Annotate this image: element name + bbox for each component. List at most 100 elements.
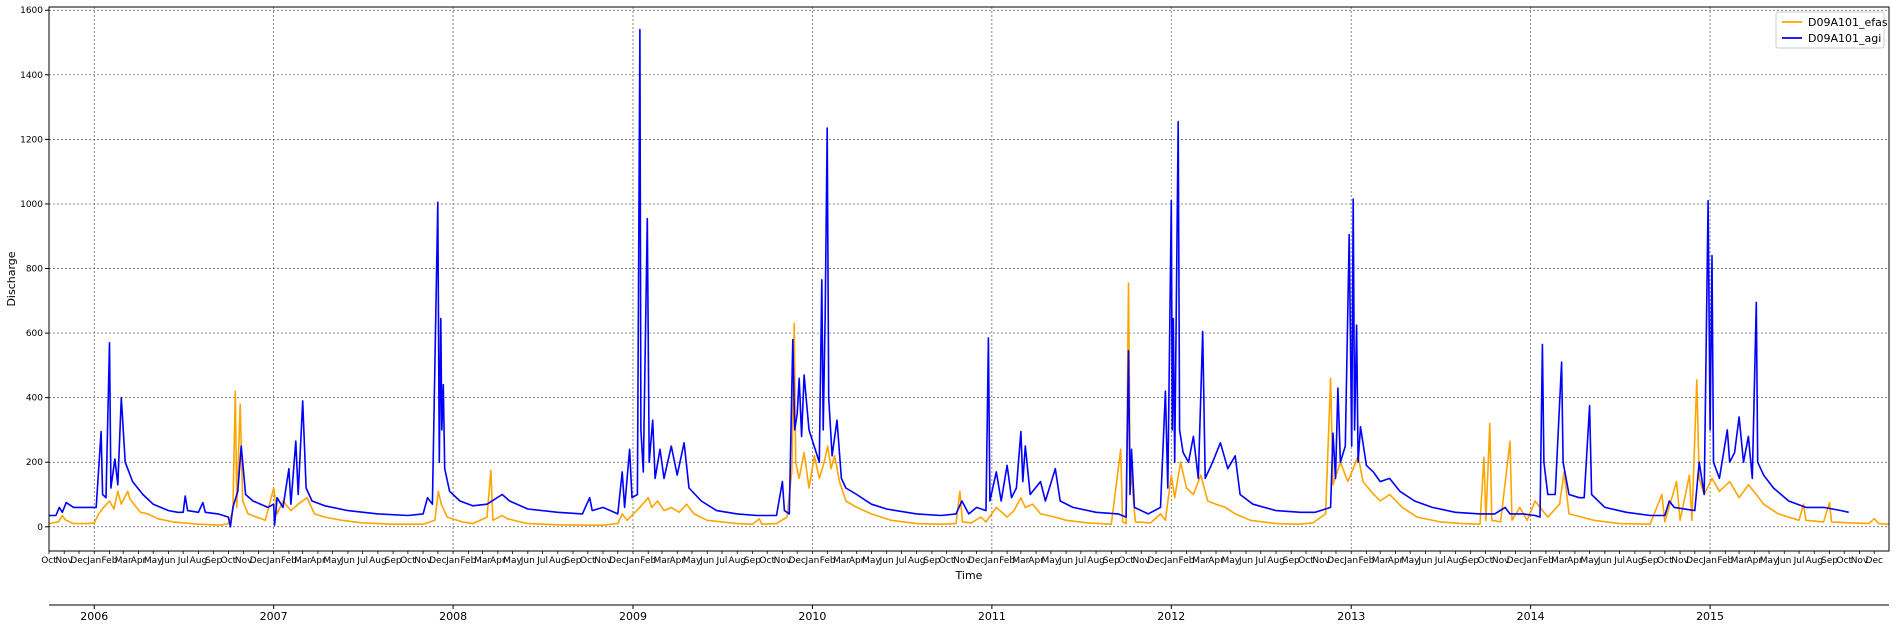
x-month-label: Sep: [1462, 556, 1479, 566]
x-month-label: Feb: [281, 556, 297, 566]
year-label: 2009: [619, 610, 647, 623]
x-month-label: Jan: [86, 556, 101, 566]
x-month-label: Jan: [1523, 556, 1538, 566]
x-month-label: Oct: [759, 556, 775, 566]
y-tick-label: 200: [26, 458, 43, 468]
x-month-label: Oct: [1657, 556, 1673, 566]
year-label: 2011: [978, 610, 1006, 623]
x-month-label: Nov: [1492, 556, 1510, 566]
x-month-label: Jun: [340, 556, 355, 566]
x-month-label: May: [1580, 556, 1599, 566]
x-month-label: Apr: [1747, 556, 1763, 566]
x-month-label: Jul: [536, 556, 548, 566]
year-label: 2013: [1337, 610, 1365, 623]
series-layer: [48, 28, 1890, 528]
x-month-label: Aug: [728, 556, 746, 566]
year-label: 2006: [80, 610, 108, 623]
x-month-label: Apr: [1567, 556, 1583, 566]
x-month-label: Nov: [235, 556, 253, 566]
y-tick-label: 0: [37, 523, 43, 533]
x-month-label: Feb: [460, 556, 476, 566]
x-month-label: Jun: [879, 556, 894, 566]
x-month-label: Sep: [1642, 556, 1659, 566]
x-month-label: Mar: [1731, 556, 1748, 566]
x-month-label: Apr: [1208, 556, 1224, 566]
x-month-label: Nov: [1312, 556, 1330, 566]
x-month-label: Dec: [1507, 556, 1524, 566]
x-month-label: Feb: [1358, 556, 1374, 566]
x-month-label: Aug: [549, 556, 567, 566]
legend: D09A101_efas D09A101_agi: [1775, 11, 1888, 49]
x-month-label: Dec: [1147, 556, 1164, 566]
x-month-label: May: [1401, 556, 1420, 566]
x-month-label: Aug: [1447, 556, 1465, 566]
x-month-label: May: [1760, 556, 1779, 566]
x-month-label: Mar: [115, 556, 132, 566]
x-month-label: Oct: [400, 556, 416, 566]
x-month-label: Oct: [939, 556, 955, 566]
y-tick-label: 600: [26, 329, 43, 339]
x-month-label: Jul: [1434, 556, 1446, 566]
x-month-label: May: [503, 556, 522, 566]
x-month-label: Jan: [445, 556, 460, 566]
plot-background: [49, 7, 1889, 551]
y-tick-label: 1400: [20, 71, 43, 81]
x-month-label: Feb: [1717, 556, 1733, 566]
x-month-label: Feb: [101, 556, 117, 566]
x-month-label: Apr: [669, 556, 685, 566]
y-axis-title: Discharge: [5, 251, 18, 306]
x-month-label: Jan: [1702, 556, 1717, 566]
x-month-label: Apr: [131, 556, 147, 566]
x-month-label: Oct: [1478, 556, 1494, 566]
x-month-label: Mar: [654, 556, 671, 566]
x-month-label: Feb: [999, 556, 1015, 566]
x-month-label: Dec: [968, 556, 985, 566]
x-month-label: Sep: [1283, 556, 1300, 566]
x-month-label: Jun: [520, 556, 535, 566]
x-month-label: May: [1221, 556, 1240, 566]
x-month-label: Apr: [1028, 556, 1044, 566]
x-axis-title: Time: [955, 569, 983, 582]
x-month-label: Mar: [1551, 556, 1568, 566]
x-month-label: Dec: [788, 556, 805, 566]
x-month-label: Jul: [895, 556, 907, 566]
x-month-label: Jun: [1238, 556, 1253, 566]
series-line-1: [48, 282, 1890, 526]
y-tick-label: 1000: [20, 200, 43, 210]
y-axis: 0 200 400 600 800 1000 1200 1400 1600: [20, 6, 49, 533]
year-label: 2015: [1696, 610, 1724, 623]
x-month-label: Jan: [804, 556, 819, 566]
x-month-label: Jul: [177, 556, 189, 566]
x-month-label: Sep: [744, 556, 761, 566]
x-month-label: Jun: [699, 556, 714, 566]
x-month-label: Apr: [1388, 556, 1404, 566]
plot-frame: [48, 6, 1890, 552]
x-month-label: Aug: [190, 556, 208, 566]
y-tick-label: 1600: [20, 6, 43, 16]
x-month-label: Dec: [1866, 556, 1883, 566]
series-line-2: [49, 28, 1849, 528]
x-month-label: Dec: [250, 556, 267, 566]
x-month-label: Jan: [266, 556, 281, 566]
year-label: 2008: [439, 610, 467, 623]
x-month-label: Jun: [1597, 556, 1612, 566]
x-month-label: Oct: [1298, 556, 1314, 566]
x-month-label: Dec: [429, 556, 446, 566]
legend-box: [1775, 11, 1885, 49]
x-month-label: Jul: [1254, 556, 1266, 566]
x-month-label: May: [1042, 556, 1061, 566]
x-month-label: Jul: [1793, 556, 1805, 566]
x-month-label: Dec: [70, 556, 87, 566]
x-month-label: Sep: [205, 556, 222, 566]
x-month-label: Aug: [1805, 556, 1823, 566]
x-month-label: Jan: [984, 556, 999, 566]
x-month-label: Jun: [1058, 556, 1073, 566]
x-month-label: Sep: [565, 556, 582, 566]
x-month-label: Jul: [1613, 556, 1625, 566]
legend-entry: D09A101_agi: [1808, 32, 1881, 45]
x-month-label: Nov: [594, 556, 612, 566]
x-month-label: Dec: [1327, 556, 1344, 566]
x-month-label: Oct: [580, 556, 596, 566]
x-month-label: Jan: [1163, 556, 1178, 566]
